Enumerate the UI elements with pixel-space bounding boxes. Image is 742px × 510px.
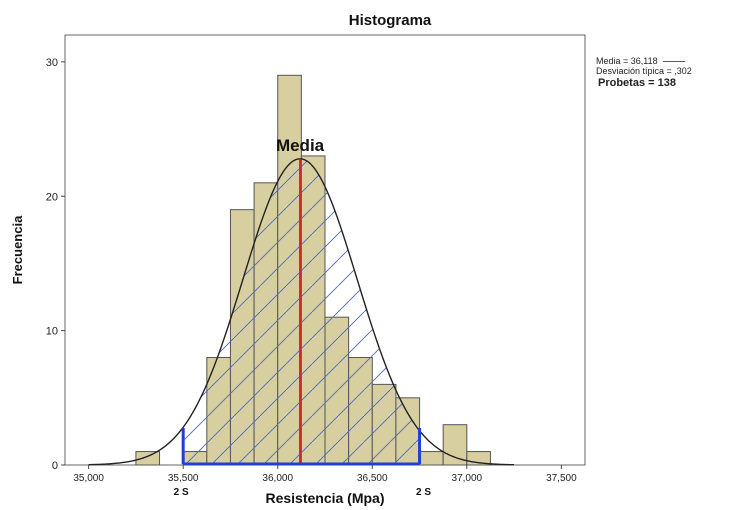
legend: Media = 36,118 Desviación típica = ,302 … (596, 56, 692, 89)
normal-curve (88, 158, 515, 466)
mean-annotation: Media (276, 136, 325, 155)
x-axis-label: Resistencia (Mpa) (265, 490, 384, 506)
x-tick-label: 35,500 (168, 473, 199, 484)
y-tick-label: 30 (46, 57, 58, 69)
legend-sd-row: Desviación típica = ,302 (596, 66, 692, 76)
histogram-bar (135, 451, 161, 466)
x-tick-label: 36,500 (357, 473, 388, 484)
legend-count-text: Probetas = 138 (598, 77, 676, 89)
y-axis-label: Frecuencia (10, 215, 25, 284)
x-tick-label: 36,000 (262, 473, 293, 484)
legend-mean-text: Media = 36,118 (596, 56, 658, 66)
x-tick-label: 37,500 (546, 473, 577, 484)
legend-sd-text: Desviación típica = ,302 (596, 66, 692, 76)
x-tick-label: 37,000 (452, 473, 483, 484)
y-tick-label: 20 (46, 191, 58, 203)
y-tick-label: 10 (46, 326, 58, 338)
y-axis-ticks: 0 10 20 30 (46, 57, 65, 472)
x-tick-label: 35,000 (73, 473, 104, 484)
x-axis-ticks: 35,000 35,500 36,000 36,500 37,000 37,500 (73, 465, 577, 484)
histogram-bar (442, 424, 468, 466)
y-tick-label: 0 (52, 460, 58, 472)
legend-count-row: Probetas = 138 (598, 77, 692, 89)
legend-mean-swatch (662, 60, 685, 62)
legend-mean-row: Media = 36,118 (596, 56, 692, 66)
histogram-bar (419, 451, 444, 466)
chart-title: Histograma (349, 12, 432, 29)
two-sigma-right-label: 2 S (416, 487, 431, 498)
two-sigma-left-label: 2 S (174, 487, 189, 498)
two-sigma-bracket: 2 S 2 S (174, 428, 431, 498)
